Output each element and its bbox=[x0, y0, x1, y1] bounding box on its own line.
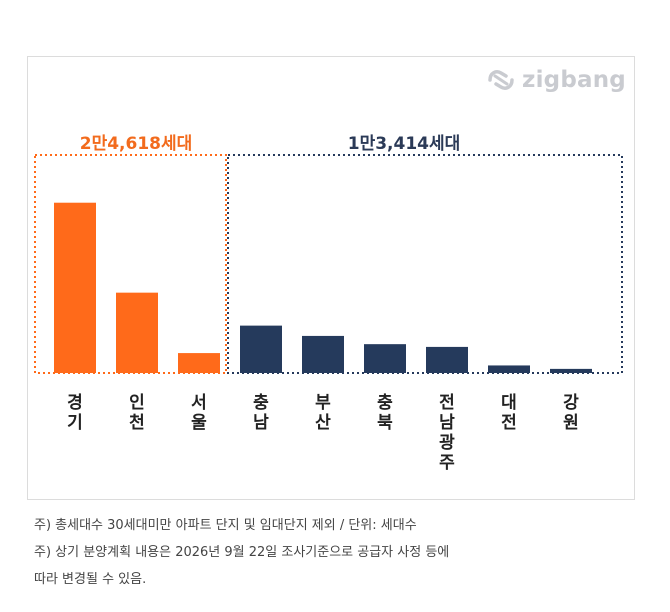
bar-인천 bbox=[116, 292, 158, 373]
group-box-1 bbox=[34, 154, 227, 374]
footnote-2: 주) 상기 분양계획 내용은 2026년 9월 22일 조사기준으로 공급자 사… bbox=[34, 545, 450, 560]
bar-충북 bbox=[364, 344, 406, 373]
bar-서울 bbox=[178, 353, 220, 373]
bar-전남광주 bbox=[426, 346, 468, 373]
zigbang-logo: zigbang bbox=[486, 64, 626, 96]
zigbang-logo-icon bbox=[488, 70, 514, 90]
group-label-1: 2만4,618세대 bbox=[80, 134, 193, 154]
bar-강원 bbox=[550, 368, 592, 373]
chart-frame bbox=[27, 56, 635, 500]
bar-경기 bbox=[54, 202, 96, 373]
logo-text: zigbang bbox=[522, 67, 626, 93]
group-label-2: 1만3,414세대 bbox=[348, 134, 461, 154]
bar-부산 bbox=[302, 335, 344, 373]
bar-대전 bbox=[488, 365, 530, 373]
footnote-1: 주) 총세대수 30세대미만 아파트 단지 및 임대단지 제외 / 단위: 세대… bbox=[34, 518, 417, 533]
footnotes: 주) 총세대수 30세대미만 아파트 단지 및 임대단지 제외 / 단위: 세대… bbox=[34, 512, 654, 593]
group-box-2 bbox=[227, 154, 623, 374]
footnote-3: 따라 변경될 수 있음. bbox=[34, 572, 147, 587]
bar-충남 bbox=[240, 325, 282, 373]
